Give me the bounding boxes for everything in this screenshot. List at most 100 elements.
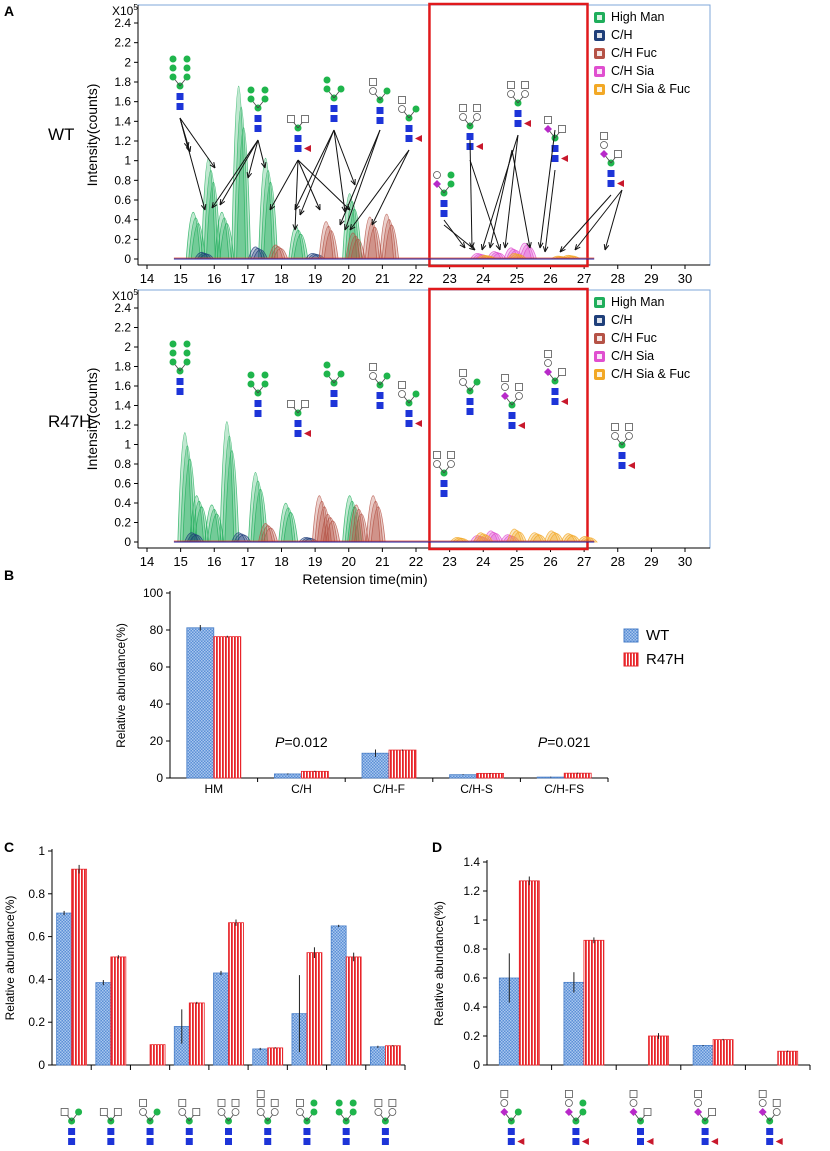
glcnac-open-square	[60, 1108, 69, 1116]
mannose-circle	[514, 1108, 522, 1116]
mannose-circle	[169, 340, 177, 348]
legend-label: C/H Sia	[611, 349, 654, 363]
galactose-circle	[433, 171, 441, 179]
glcnac-open-square	[611, 423, 619, 431]
wt-bar	[186, 627, 215, 779]
y-tick-label: 1.4	[463, 855, 480, 869]
galactose-circle	[398, 390, 406, 398]
glcnac-square	[330, 115, 338, 122]
glcnac-square	[342, 1138, 350, 1145]
x-tick-label: 29	[644, 554, 658, 569]
x-tick-label: 25	[510, 271, 524, 286]
glcnac-open-square	[139, 1099, 147, 1107]
y-tick-label: 2	[124, 55, 131, 69]
legend-swatch-mark	[597, 15, 602, 20]
glcnac-square	[225, 1138, 232, 1145]
galactose-circle	[565, 1099, 573, 1107]
glcnac-square	[766, 1128, 774, 1135]
glcnac-open-square	[558, 368, 566, 376]
glcnac-square	[466, 133, 474, 140]
sialic-diamond	[500, 1108, 509, 1116]
glycan-structure	[323, 361, 345, 407]
chromatogram-panel: 00.20.40.60.811.21.41.61.822.22.4X105Int…	[48, 2, 711, 587]
galactose-circle	[178, 1108, 187, 1116]
glcnac-open-square	[231, 1099, 240, 1107]
glcnac-square	[254, 410, 262, 417]
y-tick-label: 0	[38, 1058, 45, 1072]
glcnac-open-square	[614, 150, 622, 158]
arrow-head	[526, 242, 532, 249]
glcnac-open-square	[398, 381, 406, 389]
glcnac-square	[330, 105, 338, 112]
r47h-bar	[388, 749, 417, 779]
r47h-bar	[712, 1039, 734, 1066]
y-tick-label: 1.4	[114, 399, 131, 413]
legend-label: C/H Fuc	[611, 46, 657, 60]
annotation-arrow	[297, 159, 351, 211]
mannose-circle	[579, 1099, 587, 1107]
legend: High Man C/H C/H Fuc C/H Sia C/H Sia & Fuc	[594, 295, 690, 381]
y-tick-label: 0.6	[114, 477, 131, 491]
mannose-circle	[183, 340, 191, 348]
glycan-structure	[501, 374, 525, 429]
fucose-triangle	[415, 135, 422, 142]
y-tick-label: 2.4	[114, 301, 131, 315]
glcnac-square	[303, 1128, 311, 1135]
annotation-arrow	[443, 224, 476, 251]
glycan-structure	[398, 96, 422, 142]
sialic-diamond	[544, 368, 552, 376]
glycan-structure	[433, 171, 455, 217]
glcnac-open-square	[507, 81, 515, 89]
glcnac-square	[508, 422, 516, 429]
x-category-label: C/H-F	[373, 782, 405, 796]
chromatogram-peak	[347, 506, 363, 543]
glcnac-square	[176, 378, 184, 385]
annotation-arrow	[211, 139, 259, 209]
fucose-triangle	[775, 1138, 783, 1145]
p-value-annotation: P=0.021	[538, 734, 591, 750]
mannose-circle	[447, 171, 455, 179]
glcnac-square	[466, 398, 474, 405]
glcnac-square	[176, 103, 184, 110]
legend-swatch-mark	[597, 69, 602, 74]
x-tick-label: 15	[173, 271, 187, 286]
legend-swatch-mark	[597, 87, 602, 92]
glcnac-square	[466, 408, 474, 415]
arrow-head	[339, 218, 345, 226]
y-tick-label: 1	[124, 438, 131, 452]
mannose-circle	[247, 371, 255, 379]
x-tick-label: 16	[207, 554, 221, 569]
x-tick-label: 20	[342, 554, 356, 569]
glcnac-square	[440, 210, 448, 217]
y-tick-label: 0.6	[114, 193, 131, 207]
glcnac-open-square	[270, 1099, 279, 1107]
y-tick-label: 0.6	[28, 930, 45, 944]
glcnac-square	[376, 107, 384, 114]
bar-chart-c: 0 0.2 0.4 0.6 0.8 1 Relative abundance(%)	[3, 844, 406, 1145]
annotation-arrow	[443, 219, 466, 249]
wt-bar	[692, 1045, 714, 1066]
y-tick-label: 2.2	[114, 36, 131, 50]
sialic-diamond	[564, 1108, 573, 1116]
glcnac-square	[330, 400, 338, 407]
glycan-structure	[296, 1099, 318, 1145]
arrow-head	[211, 202, 218, 209]
arrow-head	[469, 242, 475, 249]
annotation-arrow	[481, 134, 519, 251]
annotation-arrow	[339, 129, 381, 226]
glcnac-square	[294, 135, 302, 142]
legend-label: C/H Sia	[611, 64, 654, 78]
mannose-circle	[183, 55, 191, 63]
annotation-arrow	[344, 129, 381, 231]
x-tick-label: 26	[543, 271, 557, 286]
glcnac-square	[376, 117, 384, 124]
y-tick-label: 0.4	[28, 972, 45, 986]
y-axis-label: Intensity(counts)	[84, 368, 100, 471]
glycan-structure	[369, 78, 391, 124]
glycan-structure	[629, 1090, 654, 1145]
wt-bar	[361, 752, 390, 779]
galactose-circle	[374, 1108, 383, 1116]
glcnac-square	[507, 1138, 515, 1145]
r47h-bar	[110, 956, 127, 1066]
